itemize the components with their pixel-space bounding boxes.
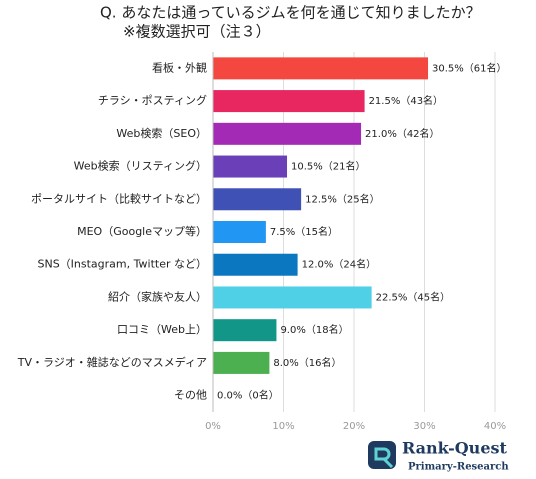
bar	[213, 221, 266, 243]
category-label: TV・ラジオ・雑誌などのマスメディア	[17, 355, 207, 369]
x-tick-label: 40%	[484, 421, 506, 432]
chart-title: Q. あなたは通っているジムを何を通じて知りましたか？	[100, 4, 481, 22]
value-label: 8.0%（16名）	[273, 356, 341, 369]
x-tick-label: 20%	[343, 421, 365, 432]
logo-name: Rank-Quest	[402, 439, 508, 458]
value-label: 10.5%（21名）	[291, 160, 366, 173]
category-label: SNS（Instagram, Twitter など）	[37, 258, 207, 271]
category-label: 紹介（家族や友人）	[108, 289, 207, 303]
value-label: 21.5%（43名）	[369, 94, 444, 107]
value-label: 22.5%（45名）	[376, 290, 451, 303]
value-label: 0.0%（0名）	[217, 389, 279, 402]
category-label: Web検索（SEO）	[116, 126, 207, 140]
value-label: 30.5%（61名）	[432, 61, 507, 74]
value-label: 12.0%（24名）	[302, 258, 377, 271]
category-label: Web検索（リスティング）	[74, 159, 207, 173]
logo-icon	[368, 441, 396, 469]
bar	[213, 155, 288, 178]
bar	[213, 319, 277, 342]
category-label: 口コミ（Web上）	[117, 323, 207, 336]
bar	[213, 122, 362, 145]
category-label: チラシ・ポスティング	[98, 93, 207, 107]
category-label: MEO（Googleマップ等）	[77, 224, 207, 238]
x-tick-label: 0%	[205, 421, 221, 432]
category-label: ポータルサイト（比較サイトなど）	[31, 191, 207, 205]
chart-subtitle: ※複数選択可（注３）	[123, 23, 271, 41]
bar	[213, 286, 372, 309]
value-label: 7.5%（15名）	[270, 225, 338, 238]
bar	[213, 253, 298, 276]
value-label: 9.0%（18名）	[280, 323, 348, 336]
value-label: 21.0%（42名）	[365, 127, 440, 140]
x-tick-label: 30%	[413, 421, 435, 432]
bar	[213, 90, 365, 113]
bar	[213, 57, 429, 80]
value-label: 12.5%（25名）	[305, 192, 380, 205]
bar	[213, 351, 270, 374]
x-tick-label: 10%	[272, 421, 294, 432]
bar	[213, 188, 302, 211]
category-label: その他	[174, 389, 207, 402]
logo-tagline: Primary-Research	[408, 462, 509, 473]
category-label: 看板・外観	[152, 60, 207, 74]
